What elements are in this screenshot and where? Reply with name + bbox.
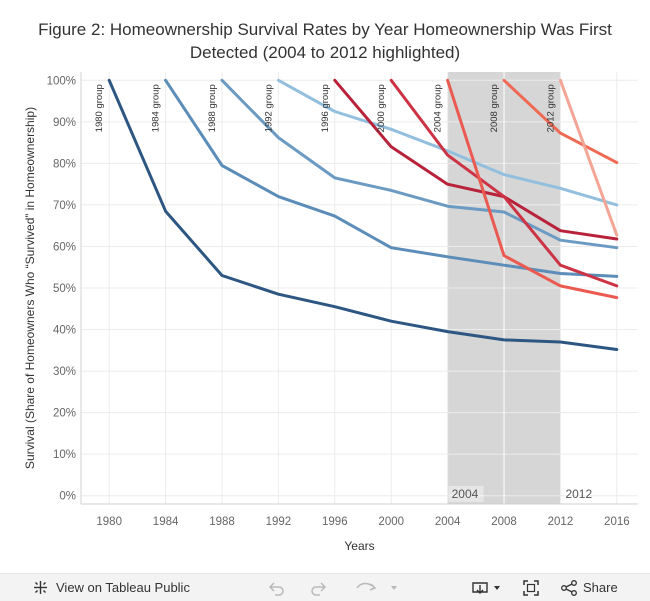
y-tick-label: 90%	[53, 117, 76, 129]
undo-icon	[268, 579, 286, 597]
series-label: 2008 group	[489, 84, 500, 132]
series-label: 1980 group	[94, 84, 105, 132]
revert-icon	[355, 579, 377, 597]
series-line-1992	[276, 78, 619, 207]
download-icon	[471, 579, 489, 597]
series-label: 1984 group	[151, 84, 162, 132]
series-line-2012	[558, 78, 619, 237]
x-tick-label: 2012	[548, 516, 574, 528]
chart-title-line-1: Figure 2: Homeownership Survival Rates b…	[38, 20, 612, 39]
x-tick-label: 2000	[378, 516, 404, 528]
y-tick-label: 70%	[53, 200, 76, 212]
redo-button[interactable]	[309, 574, 327, 601]
x-tick-label: 2016	[604, 516, 630, 528]
chart-title-line-2: Detected (2004 to 2012 highlighted)	[189, 43, 461, 62]
download-button[interactable]	[471, 574, 502, 601]
series-line-2000	[389, 78, 619, 288]
series-line-1996	[333, 78, 619, 241]
x-tick-label: 2008	[491, 516, 517, 528]
series-line-1980	[107, 78, 619, 351]
series-label: 2012 group	[545, 84, 556, 132]
highlight-start-label: 2004	[452, 487, 479, 501]
view-on-tableau-link[interactable]: View on Tableau Public	[32, 574, 190, 601]
y-tick-label: 80%	[53, 158, 76, 170]
series-line-1984	[164, 78, 619, 278]
series-label: 1996 group	[320, 84, 331, 132]
y-tick-label: 0%	[59, 491, 76, 503]
undo-button[interactable]	[268, 574, 286, 601]
revert-button[interactable]	[355, 574, 377, 601]
y-tick-label: 60%	[53, 241, 76, 253]
chart-title: Figure 2: Homeownership Survival Rates b…	[0, 18, 650, 64]
series-line-1988	[220, 78, 619, 250]
tableau-toolbar: View on Tableau Public	[0, 573, 650, 601]
view-on-tableau-label: View on Tableau Public	[56, 580, 190, 595]
y-tick-label: 100%	[47, 75, 76, 87]
highlight-end-label: 2012	[565, 487, 592, 501]
fullscreen-icon	[522, 579, 540, 597]
x-tick-label: 1980	[96, 516, 122, 528]
share-label: Share	[583, 580, 618, 595]
fullscreen-button[interactable]	[522, 574, 540, 601]
x-tick-label: 1996	[322, 516, 348, 528]
share-button[interactable]: Share	[560, 574, 618, 601]
series-line-2004	[446, 78, 619, 300]
share-icon	[560, 579, 578, 597]
chevron-down-icon	[389, 583, 399, 593]
y-axis-title: Survival (Share of Homeowners Who “Survi…	[23, 107, 37, 469]
revert-dropdown[interactable]	[389, 574, 399, 601]
y-tick-label: 40%	[53, 325, 76, 337]
series-line-2008	[502, 78, 619, 165]
tableau-logo-icon	[32, 579, 49, 596]
redo-icon	[309, 579, 327, 597]
x-tick-label: 2004	[435, 516, 461, 528]
series-label: 1988 group	[207, 84, 218, 132]
x-tick-label: 1992	[266, 516, 292, 528]
highlight-start-label-bg	[448, 486, 484, 502]
y-tick-label: 50%	[53, 283, 76, 295]
x-tick-label: 1984	[153, 516, 179, 528]
x-tick-label: 1988	[209, 516, 235, 528]
line-chart: 100% 90% 80% 70% 60% 50% 40% 30% 20% 10% 0% 1980 198…	[23, 72, 638, 553]
series-label: 2004 group	[433, 84, 444, 132]
chevron-down-icon	[492, 583, 502, 593]
series-label: 1992 group	[263, 84, 274, 132]
y-tick-label: 20%	[53, 408, 76, 420]
x-axis-title: Years	[344, 539, 374, 553]
y-tick-label: 30%	[53, 366, 76, 378]
y-tick-label: 10%	[53, 449, 76, 461]
series-label: 2000 group	[376, 84, 387, 132]
